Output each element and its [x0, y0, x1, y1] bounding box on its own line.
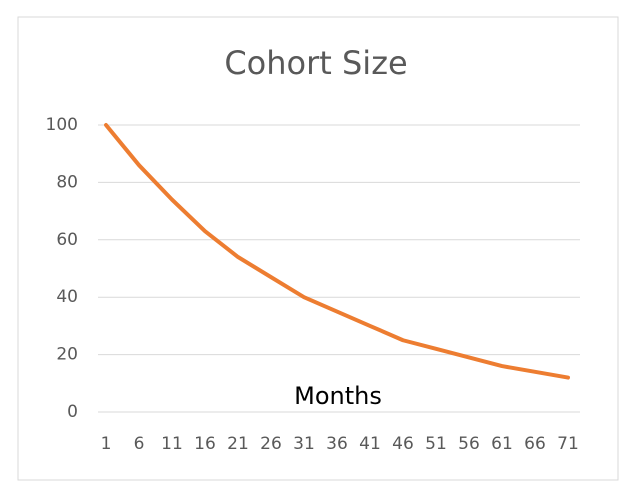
y-tick-label: 80 — [56, 172, 78, 192]
x-tick-label: 56 — [458, 434, 480, 454]
data-line — [104, 123, 570, 380]
y-tick-label: 60 — [56, 230, 78, 250]
y-tick-label: 20 — [56, 345, 78, 365]
y-tick-label: 100 — [46, 115, 78, 135]
x-axis-label: Months — [294, 382, 382, 410]
x-tick-label: 21 — [227, 434, 249, 454]
y-tick-label: 40 — [56, 287, 78, 307]
x-tick-label: 66 — [524, 434, 546, 454]
chart-title: Cohort Size — [224, 44, 407, 82]
x-tick-label: 31 — [293, 434, 315, 454]
x-tick-label: 6 — [134, 434, 145, 454]
x-tick-label: 71 — [557, 434, 579, 454]
x-tick-label: 1 — [101, 434, 112, 454]
x-tick-label: 41 — [359, 434, 381, 454]
x-tick-label: 61 — [491, 434, 513, 454]
x-tick-label: 11 — [161, 434, 183, 454]
x-tick-label: 46 — [392, 434, 414, 454]
x-tick-label: 36 — [326, 434, 348, 454]
x-tick-label: 26 — [260, 434, 282, 454]
y-tick-label: 0 — [67, 402, 78, 422]
x-tick-label: 51 — [425, 434, 447, 454]
chart-frame — [17, 16, 619, 481]
x-tick-label: 16 — [194, 434, 216, 454]
